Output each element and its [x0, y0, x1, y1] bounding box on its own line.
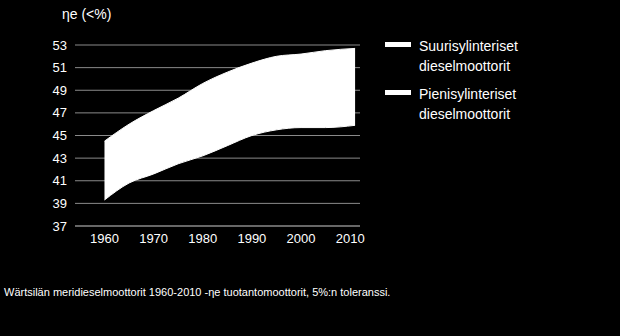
svg-text:1970: 1970: [139, 231, 168, 246]
svg-text:2010: 2010: [336, 231, 365, 246]
svg-text:51: 51: [53, 60, 67, 75]
svg-text:49: 49: [53, 83, 67, 98]
svg-text:2000: 2000: [287, 231, 316, 246]
svg-text:1980: 1980: [188, 231, 217, 246]
svg-text:43: 43: [53, 151, 67, 166]
html-text:Pienisylinteriset dieselmootto: Pienisylinteriset dieselmoottorit: [419, 86, 517, 122]
html-text:Suurisylinteriset dieselmootto: Suurisylinteriset dieselmoottorit: [419, 38, 518, 74]
svg-text:37: 37: [53, 219, 67, 234]
svg-text:53: 53: [53, 38, 67, 53]
svg-text:47: 47: [53, 105, 67, 120]
svg-text:45: 45: [53, 128, 67, 143]
html-text:Wärtsilän meridieselmoottorit: Wärtsilän meridieselmoottorit 1960-2010 …: [4, 286, 391, 298]
svg-text:39: 39: [53, 196, 67, 211]
svg-text:1960: 1960: [90, 231, 119, 246]
html-text:ηe (<%): ηe (<%): [62, 6, 112, 22]
svg-text:41: 41: [53, 173, 67, 188]
svg-text:1990: 1990: [237, 231, 266, 246]
